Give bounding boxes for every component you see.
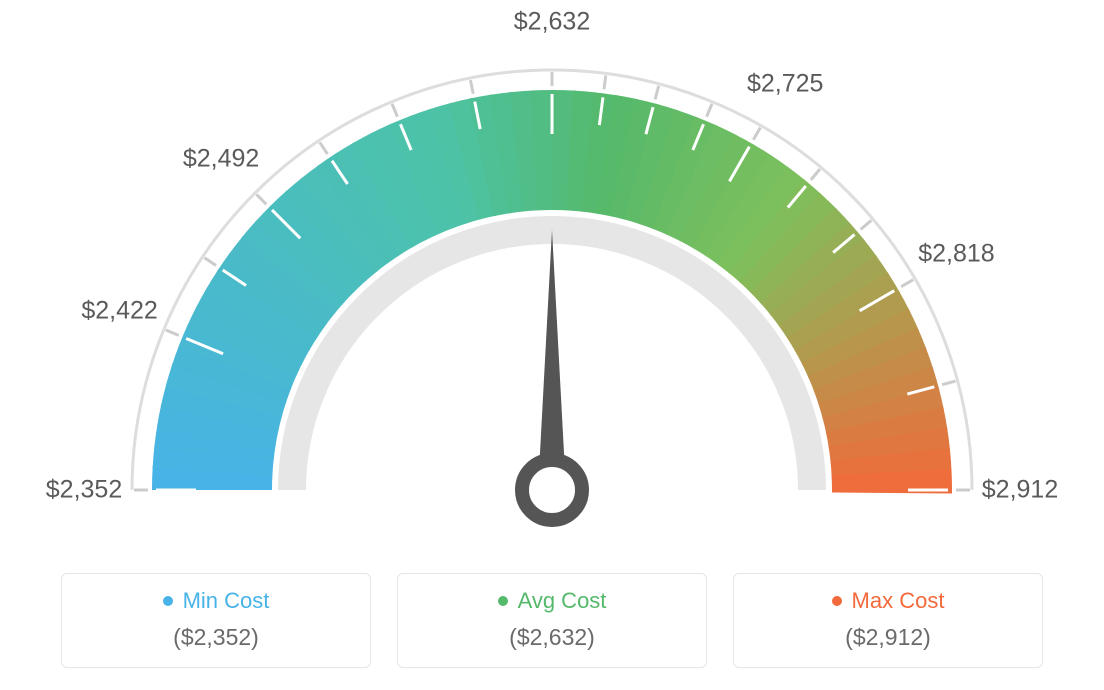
gauge-needle-hub [522,460,582,520]
legend-value-min: ($2,352) [72,624,360,651]
tick-outer [166,330,179,335]
gauge-needle [538,230,566,490]
tick-outer [204,258,216,266]
tick-outer [604,75,606,89]
tick-outer [392,104,397,117]
legend-label-max: Max Cost [852,588,945,614]
cost-gauge: $2,352 $2,422 $2,492 $2,632 $2,725 $2,818 $2,9… [0,0,1104,560]
tick-outer [470,80,473,94]
tick-outer [942,381,956,385]
tick-outer [707,104,712,117]
gauge-tick-label: $2,492 [183,145,259,174]
gauge-tick-label: $2,632 [514,8,590,37]
tick-outer [753,128,760,140]
tick-outer [320,142,328,154]
gauge-tick-label: $2,422 [81,296,157,325]
legend-label-min: Min Cost [183,588,270,614]
legend-card-max: Max Cost ($2,912) [733,573,1043,668]
legend-row: Min Cost ($2,352) Avg Cost ($2,632) Max … [0,573,1104,668]
legend-card-avg: Avg Cost ($2,632) [397,573,707,668]
legend-title-max: Max Cost [832,588,945,614]
legend-dot-min [163,596,173,606]
gauge-tick-label: $2,912 [982,476,1058,505]
legend-card-min: Min Cost ($2,352) [61,573,371,668]
tick-outer [811,169,820,180]
legend-label-avg: Avg Cost [518,588,607,614]
gauge-svg [0,0,1104,560]
legend-value-avg: ($2,632) [408,624,696,651]
legend-dot-max [832,596,842,606]
legend-dot-avg [498,596,508,606]
gauge-tick-label: $2,725 [747,70,823,99]
gauge-tick-label: $2,818 [918,240,994,269]
tick-outer [256,194,266,204]
tick-outer [655,86,659,100]
tick-outer [901,280,913,287]
gauge-tick-label: $2,352 [46,476,122,505]
legend-title-min: Min Cost [163,588,270,614]
tick-outer [861,220,872,229]
legend-value-max: ($2,912) [744,624,1032,651]
legend-title-avg: Avg Cost [498,588,607,614]
